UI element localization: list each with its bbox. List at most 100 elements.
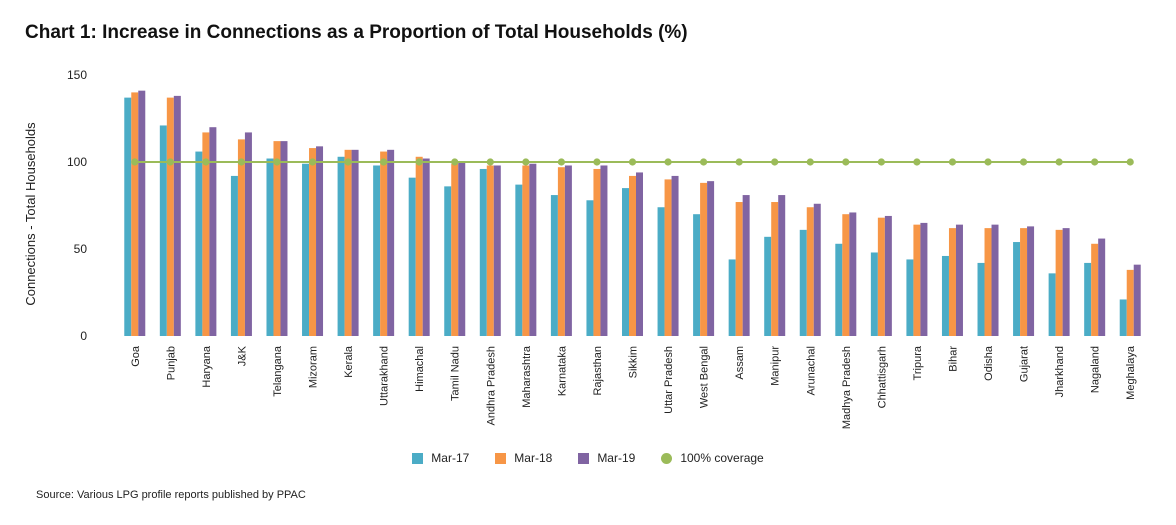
legend-swatch — [661, 452, 673, 464]
bar-mar-18-3 — [237, 139, 245, 336]
bar-mar-17-2 — [195, 151, 203, 336]
x-axis-labels: Goa Punjab Haryana J&K Telangana Mizoram Keral… — [130, 345, 1137, 429]
bar-mar-18-10 — [486, 165, 494, 336]
bar-mar-19-2 — [209, 127, 217, 336]
coverage-point-8 — [415, 158, 423, 166]
x-tick-label: Himachal — [414, 346, 426, 392]
bar-mar-18-18 — [771, 202, 779, 336]
bar-mar-18-25 — [1020, 228, 1028, 336]
bar-mar-18-2 — [202, 132, 210, 336]
coverage-point-10 — [486, 158, 494, 166]
x-tick-label: Haryana — [201, 345, 213, 387]
bar-mar-18-15 — [664, 179, 672, 336]
x-tick-label: Uttarakhand — [379, 346, 391, 406]
bar-mar-18-28 — [1126, 269, 1134, 336]
bar-mar-17-5 — [302, 163, 310, 336]
bar-mar-18-7 — [380, 151, 388, 336]
coverage-point-7 — [380, 158, 388, 166]
legend-item-100-coverage: 100% coverage — [661, 451, 764, 465]
bar-mar-18-23 — [948, 228, 956, 336]
x-tick-label: Madhya Pradesh — [841, 346, 853, 429]
bar-mar-17-0 — [124, 97, 132, 337]
x-tick-label: Tamil Nadu — [450, 346, 462, 401]
coverage-point-21 — [877, 158, 885, 166]
y-tick-label: 50 — [74, 242, 88, 256]
bar-mar-19-23 — [955, 224, 963, 336]
bar-mar-18-6 — [344, 149, 352, 336]
coverage-point-25 — [1019, 158, 1028, 166]
bar-mar-17-20 — [835, 243, 843, 336]
bar-mar-17-17 — [728, 259, 736, 336]
bar-mar-18-20 — [842, 214, 850, 336]
bar-mar-19-24 — [991, 224, 999, 336]
legend-swatch — [495, 452, 507, 464]
x-tick-label: Mizoram — [308, 346, 320, 388]
coverage-point-0 — [131, 158, 139, 166]
legend: Mar-17 Mar-18 Mar-19 100% coverage — [0, 451, 1176, 465]
y-tick-label: 0 — [80, 329, 87, 343]
coverage-point-14 — [628, 158, 637, 166]
coverage-point-2 — [202, 158, 210, 166]
coverage-line-series — [131, 158, 1134, 166]
bar-mar-17-15 — [657, 207, 665, 336]
bar-mar-19-12 — [564, 165, 572, 336]
bar-mar-18-13 — [593, 168, 601, 336]
coverage-point-6 — [344, 158, 352, 166]
x-tick-label: Nagaland — [1090, 346, 1102, 393]
bar-mar-17-16 — [693, 214, 701, 336]
coverage-point-27 — [1091, 158, 1099, 166]
x-tick-label: J&K — [236, 345, 248, 366]
bar-mar-18-4 — [273, 141, 281, 336]
bar-mar-19-9 — [458, 162, 466, 336]
coverage-point-13 — [593, 158, 601, 166]
legend-label: Mar-17 — [431, 451, 470, 465]
bar-mar-19-28 — [1133, 264, 1141, 336]
x-tick-label: Sikkim — [628, 346, 640, 378]
bar-mar-17-24 — [977, 262, 985, 336]
coverage-point-17 — [735, 158, 743, 166]
y-tick-label: 100 — [67, 155, 87, 169]
bar-mar-19-25 — [1027, 226, 1035, 336]
coverage-point-1 — [166, 158, 174, 166]
bar-mar-19-1 — [173, 95, 181, 336]
x-tick-label: Maharashtra — [521, 345, 533, 408]
x-tick-label: Uttar Pradesh — [663, 346, 675, 414]
coverage-point-16 — [700, 158, 708, 166]
coverage-point-23 — [948, 158, 957, 166]
x-tick-label: Meghalaya — [1125, 345, 1137, 400]
bar-mar-19-3 — [244, 132, 252, 336]
bar-mar-17-23 — [941, 255, 949, 336]
coverage-point-11 — [522, 158, 530, 166]
bar-mar-18-21 — [877, 217, 885, 336]
x-tick-label: Tripura — [912, 345, 924, 380]
bar-mar-19-0 — [138, 90, 146, 336]
bar-mar-19-5 — [316, 146, 324, 336]
bar-mar-19-22 — [920, 222, 928, 336]
y-axis-ticks: 0 50 100 150 — [67, 68, 87, 343]
bar-mar-17-22 — [906, 259, 914, 336]
bar-mar-17-4 — [266, 158, 274, 336]
bar-mar-19-13 — [600, 165, 608, 336]
coverage-point-19 — [806, 158, 814, 166]
x-tick-label: Jharkhand — [1054, 346, 1066, 397]
x-tick-label: Bihar — [947, 346, 959, 372]
coverage-point-4 — [273, 158, 281, 166]
bar-mar-19-27 — [1098, 238, 1106, 336]
legend-swatch — [412, 452, 424, 464]
x-tick-label: Manipur — [770, 346, 782, 386]
bar-mar-17-14 — [622, 188, 629, 336]
bar-mar-18-24 — [984, 228, 992, 336]
bar-mar-19-17 — [742, 195, 750, 336]
bar-mar-19-21 — [884, 215, 892, 336]
legend-item-mar-17: Mar-17 — [412, 451, 469, 465]
bar-mar-19-14 — [636, 172, 643, 336]
bar-mar-18-5 — [309, 148, 317, 336]
bar-mar-18-27 — [1091, 243, 1099, 336]
bar-mar-18-22 — [913, 224, 921, 336]
source-note: Source: Various LPG profile reports publ… — [36, 489, 306, 501]
x-tick-label: West Bengal — [699, 346, 711, 408]
coverage-point-20 — [842, 158, 850, 166]
x-tick-label: Goa — [130, 345, 142, 367]
coverage-point-22 — [913, 158, 921, 166]
bar-mar-18-14 — [629, 175, 636, 336]
